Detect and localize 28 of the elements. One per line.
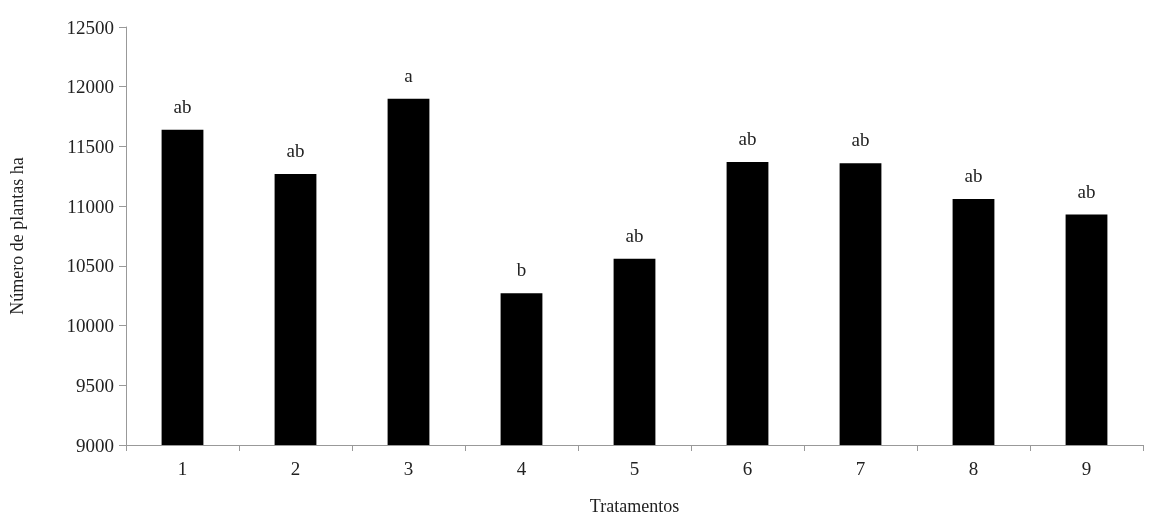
y-tick-label: 11500 xyxy=(67,135,114,157)
x-tick-label: 2 xyxy=(290,458,301,479)
y-tick-label: 12000 xyxy=(66,76,114,98)
y-tick-label: 9500 xyxy=(76,374,114,396)
annotation: ab xyxy=(964,164,983,186)
annotation: ab xyxy=(173,95,192,117)
y-tick-label: 12500 xyxy=(66,16,114,38)
annotation: b xyxy=(516,259,527,281)
annotation: ab xyxy=(1077,180,1096,202)
y-axis-title: Número de plantas ha xyxy=(7,157,27,315)
x-tick-label: 4 xyxy=(516,458,527,479)
x-axis-title: Tratamentos xyxy=(589,496,680,516)
y-tick-label: 10000 xyxy=(66,315,114,337)
x-tick-label: 1 xyxy=(177,458,188,479)
annotation: ab xyxy=(851,129,870,151)
x-tick-label: 9 xyxy=(1081,458,1092,479)
x-tick-label: 3 xyxy=(403,458,414,479)
annotation: a xyxy=(404,64,414,86)
annotation: ab xyxy=(738,127,757,149)
x-tick-label: 5 xyxy=(629,458,640,479)
y-tick-label: 9000 xyxy=(76,434,114,456)
y-tick-label: 10500 xyxy=(66,255,114,277)
annotation: ab xyxy=(625,224,644,246)
x-tick-label: 6 xyxy=(742,458,753,479)
x-tick-label: 8 xyxy=(968,458,979,479)
annotation: ab xyxy=(286,139,305,161)
x-tick-label: 7 xyxy=(855,458,866,479)
y-tick-label: 11000 xyxy=(67,195,114,217)
